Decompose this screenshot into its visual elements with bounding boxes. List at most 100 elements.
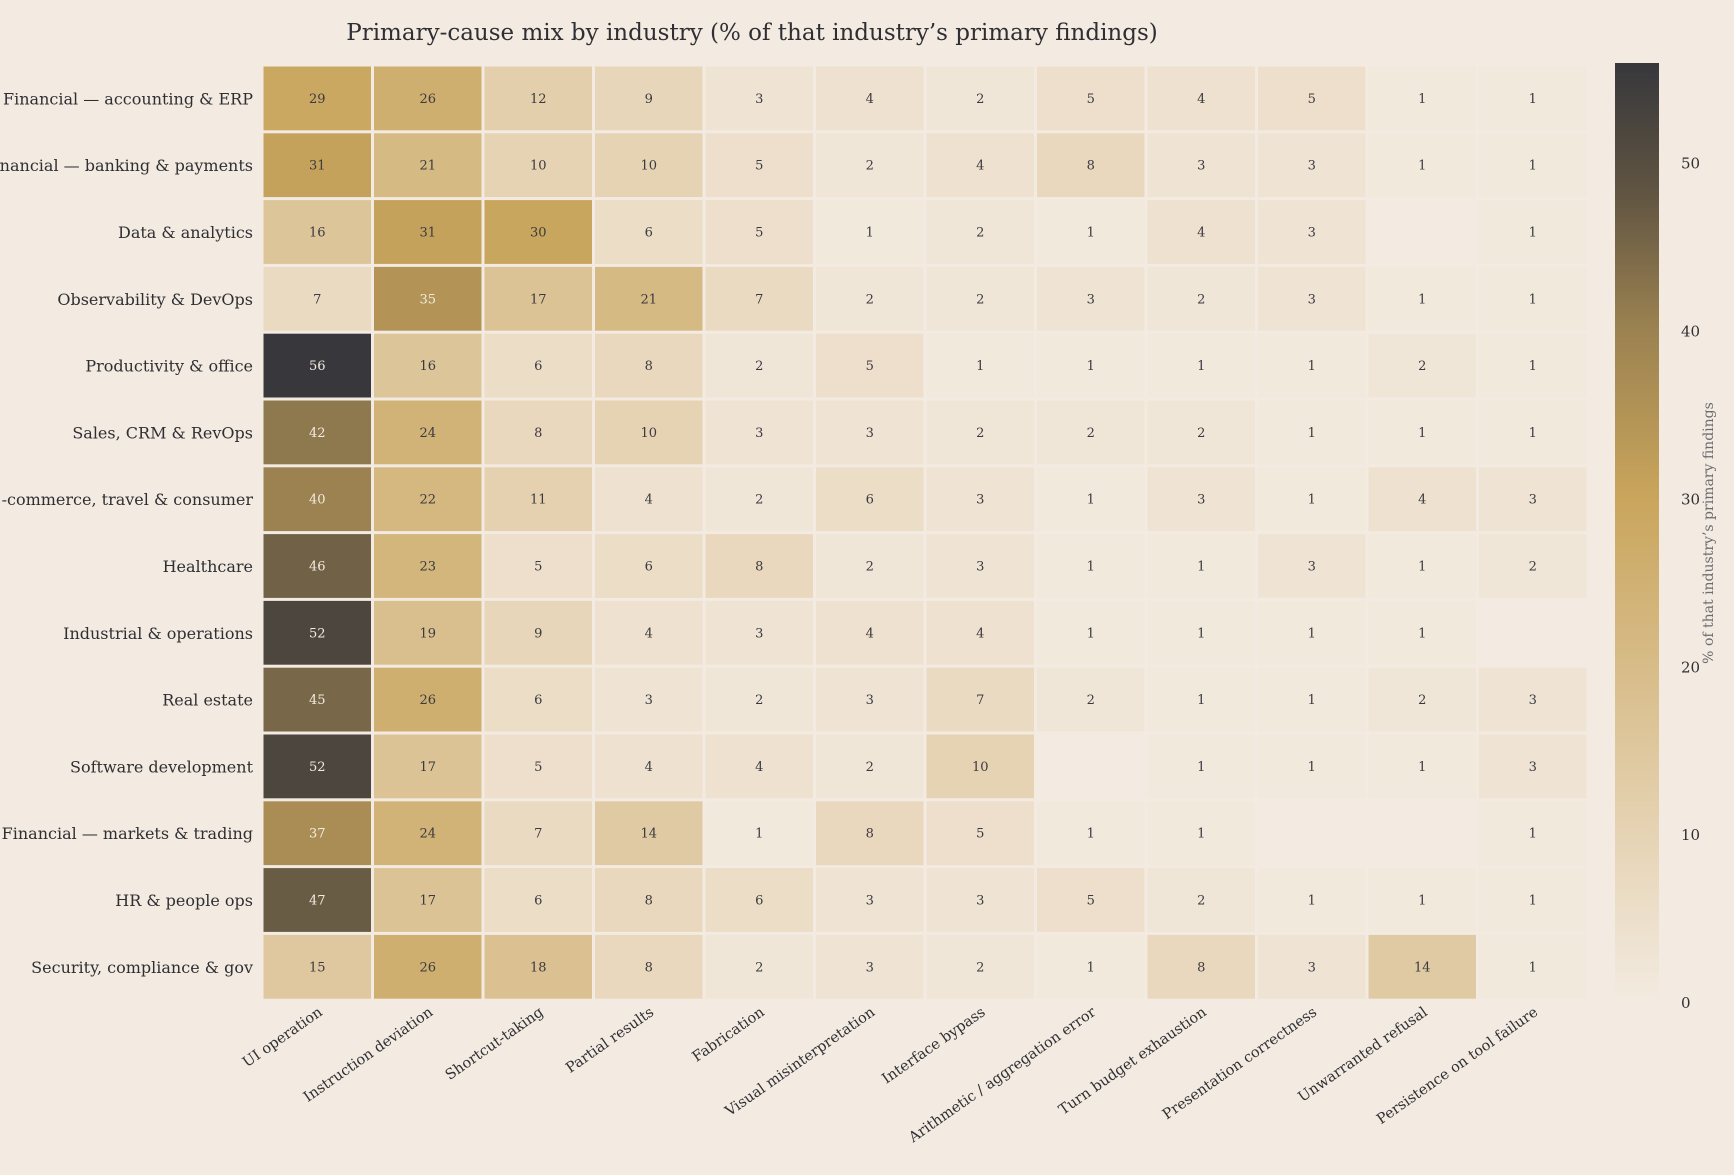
- heatmap-cell: [1258, 333, 1366, 398]
- cell-value-label: 1: [866, 226, 874, 241]
- row-label: Financial — markets & trading: [2, 824, 253, 843]
- heatmap-cell: [484, 534, 592, 598]
- cell-value-label: 56: [309, 359, 326, 374]
- heatmap-cell: [1258, 266, 1366, 331]
- heatmap-cell: [926, 534, 1034, 598]
- row-label: Security, compliance & gov: [31, 958, 253, 977]
- heatmap-cell: [484, 400, 592, 465]
- colorbar-tick-label: 10: [1681, 826, 1700, 844]
- cell-value-label: 4: [645, 493, 653, 508]
- cell-value-label: 5: [755, 226, 763, 241]
- row-label: E-commerce, travel & consumer: [0, 490, 253, 509]
- heatmap-cell: [263, 133, 371, 198]
- column-label: Interface bypass: [879, 1004, 988, 1087]
- heatmap-cell: [263, 200, 371, 264]
- heatmap-cell: [1147, 200, 1255, 264]
- cell-value-label: 14: [1414, 960, 1431, 975]
- cell-value-label: 40: [309, 493, 326, 508]
- heatmap-cell: [705, 801, 813, 866]
- cell-value-label: 3: [866, 693, 874, 708]
- heatmap-cell: [926, 200, 1034, 264]
- cell-value-label: 2: [755, 359, 763, 374]
- cell-value-label: 8: [755, 560, 763, 575]
- cell-value-label: 45: [309, 693, 326, 708]
- cell-value-label: 1: [1529, 894, 1537, 909]
- cell-value-label: 3: [976, 493, 984, 508]
- heatmap-cell: [926, 801, 1034, 866]
- cell-value-label: 9: [645, 92, 653, 107]
- heatmap-cell: [705, 734, 813, 799]
- heatmap-cell: [926, 667, 1034, 732]
- heatmap-cell: [1147, 133, 1255, 198]
- cell-value-label: 1: [1087, 493, 1095, 508]
- cell-value-label: 37: [309, 827, 326, 842]
- heatmap-cell: [1479, 333, 1587, 398]
- cell-value-label: 4: [645, 626, 653, 641]
- cell-value-label: 2: [1418, 359, 1426, 374]
- cell-value-label: 9: [534, 626, 542, 641]
- column-label: UI operation: [240, 1004, 326, 1071]
- cell-value-label: 24: [419, 426, 436, 441]
- cell-value-label: 3: [1197, 493, 1205, 508]
- heatmap-cell: [263, 667, 371, 732]
- cell-value-label: 4: [866, 92, 874, 107]
- cell-value-label: 10: [640, 159, 657, 174]
- heatmap-cell: [1479, 600, 1587, 665]
- heatmap-cell: [1368, 868, 1476, 932]
- cell-value-label: 1: [1197, 827, 1205, 842]
- cell-value-label: 2: [755, 693, 763, 708]
- cell-value-label: 1: [1529, 226, 1537, 241]
- cell-value-label: 6: [645, 226, 653, 241]
- row-label: Observability & DevOps: [57, 290, 253, 309]
- cell-value-label: 1: [1087, 359, 1095, 374]
- cell-value-label: 21: [419, 159, 436, 174]
- heatmap-cell: [484, 600, 592, 665]
- heatmap-cell: [926, 734, 1034, 799]
- heatmap-cell: [1368, 667, 1476, 732]
- heatmap-cell: [263, 66, 371, 131]
- cell-value-label: 14: [640, 827, 657, 842]
- cell-value-label: 4: [976, 159, 984, 174]
- heatmap-cells: 29 26 12 9 3 4 2 5 4 5 1 131 21 10 10 5 2 4 8 3 3 1 116 31 30 6 5 1…: [263, 66, 1587, 999]
- heatmap-cell: [595, 934, 703, 999]
- cell-value-label: 17: [419, 760, 436, 775]
- heatmap-cell: [1258, 868, 1366, 932]
- heatmap-cell: [1368, 400, 1476, 465]
- heatmap-cell: [1258, 934, 1366, 999]
- cell-value-label: 1: [1087, 226, 1095, 241]
- cell-value-label: 3: [1308, 560, 1316, 575]
- heatmap-cell: [1147, 66, 1255, 131]
- colorbar-tick-label: 20: [1681, 658, 1700, 676]
- heatmap-cell: [374, 801, 482, 866]
- heatmap-cell: [263, 801, 371, 866]
- cell-value-label: 6: [534, 359, 542, 374]
- heatmap-cell: [705, 467, 813, 532]
- heatmap-cell: [484, 801, 592, 866]
- heatmap-cell: [705, 66, 813, 131]
- heatmap-cell: [816, 66, 924, 131]
- heatmap-cell: [1258, 200, 1366, 264]
- heatmap-cell: [1037, 200, 1145, 264]
- cell-value-label: 24: [419, 827, 436, 842]
- cell-value-label: 4: [866, 626, 874, 641]
- heatmap-cell: [705, 667, 813, 732]
- row-label: Productivity & office: [85, 357, 253, 376]
- heatmap-cell: [1037, 534, 1145, 598]
- heatmap-cell: [1258, 667, 1366, 732]
- cell-value-label: 10: [972, 760, 989, 775]
- heatmap-cell: [263, 333, 371, 398]
- heatmap-cell: [1037, 667, 1145, 732]
- heatmap-cell: [1368, 734, 1476, 799]
- heatmap-cell: [926, 600, 1034, 665]
- heatmap-cell: [816, 200, 924, 264]
- column-label: Fabrication: [690, 1004, 768, 1065]
- cell-value-label: 1: [755, 827, 763, 842]
- heatmap-cell: [374, 868, 482, 932]
- cell-value-label: 1: [1197, 626, 1205, 641]
- heatmap-cell: [1258, 801, 1366, 866]
- cell-value-label: 5: [1087, 894, 1095, 909]
- heatmap-cell: [484, 266, 592, 331]
- cell-value-label: 1: [1418, 894, 1426, 909]
- heatmap-cell: [816, 400, 924, 465]
- row-label: HR & people ops: [115, 891, 253, 910]
